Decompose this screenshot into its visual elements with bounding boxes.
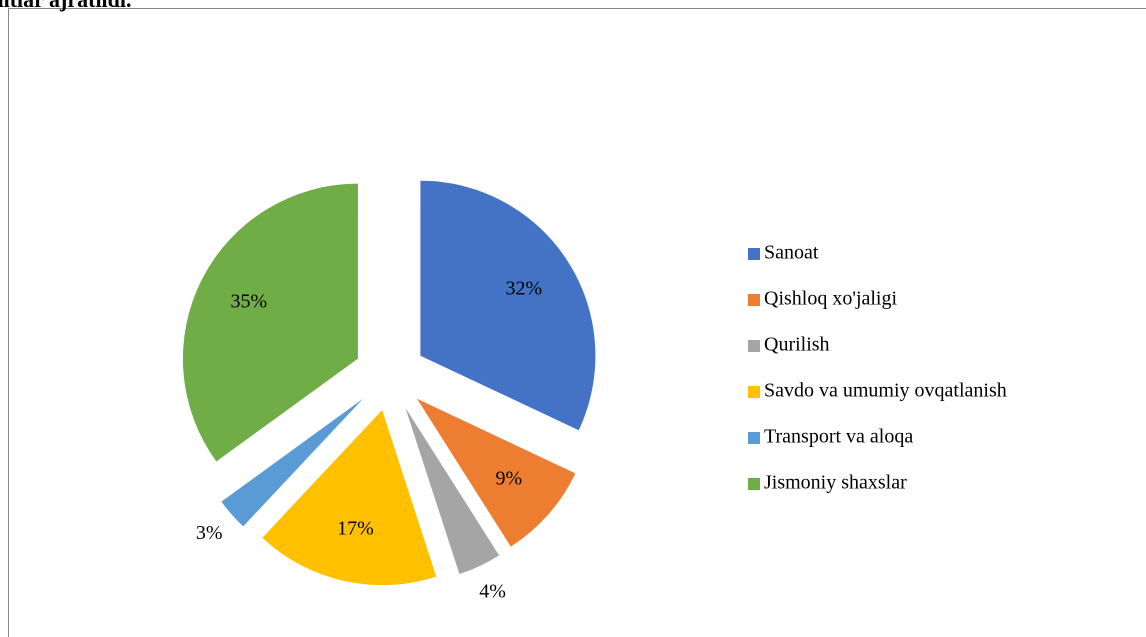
data-label: 3% — [196, 522, 223, 544]
legend-swatch — [748, 432, 760, 444]
data-label: 32% — [505, 278, 542, 300]
data-label: 4% — [479, 581, 506, 603]
pie-slice — [417, 398, 576, 547]
legend-label: Sanoat — [764, 242, 819, 264]
legend-swatch — [748, 478, 760, 490]
legend-label: Transport va aloqa — [764, 426, 913, 448]
pie-slice — [405, 407, 500, 575]
pie-slice — [420, 180, 596, 431]
legend-swatch — [748, 340, 760, 352]
pie-slice — [182, 183, 358, 462]
data-label: 9% — [496, 467, 523, 489]
pie-slice — [221, 398, 363, 527]
legend-swatch — [748, 294, 760, 306]
legend-label: Jismoniy shaxslar — [764, 472, 907, 494]
legend-label: Qishloq xo'jaligi — [764, 288, 897, 310]
chart-frame — [8, 8, 1146, 637]
chart-title: kreditlar ajratildi. — [0, 0, 132, 12]
legend-label: Savdo va umumiy ovqatlanish — [764, 380, 1007, 402]
legend-swatch — [748, 386, 760, 398]
pie-slice — [262, 410, 437, 586]
legend-swatch — [748, 248, 760, 260]
data-label: 35% — [230, 291, 267, 313]
legend-label: Qurilish — [764, 334, 830, 356]
data-label: 17% — [337, 517, 374, 539]
